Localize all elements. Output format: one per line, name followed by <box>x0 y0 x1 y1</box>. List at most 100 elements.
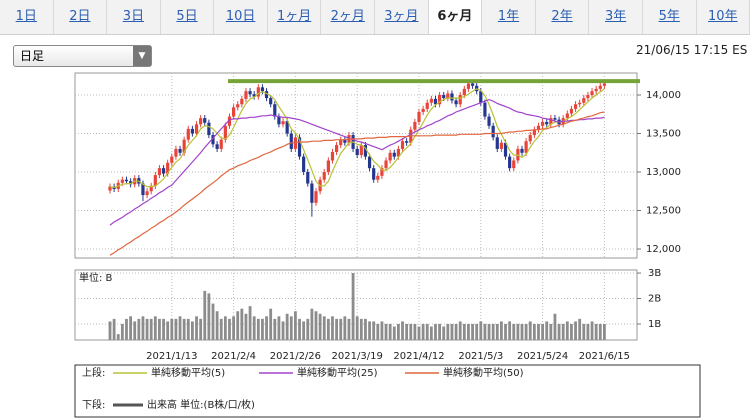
period-tab[interactable]: 2ヶ月 <box>321 0 376 34</box>
candle-body <box>508 156 512 169</box>
volume-bar <box>223 316 227 340</box>
candle-body <box>405 141 409 143</box>
volume-bar <box>467 323 470 340</box>
volume-bar <box>149 318 153 340</box>
candle-body <box>124 179 129 182</box>
volume-bar <box>364 318 367 340</box>
volume-bar <box>294 311 297 340</box>
volume-bar <box>314 311 318 340</box>
candle-body <box>454 100 458 105</box>
candle-body <box>182 139 186 153</box>
candle-body <box>149 185 153 192</box>
period-tab[interactable]: 5年 <box>643 0 697 34</box>
candle-body <box>400 141 405 149</box>
candle-body <box>466 83 471 89</box>
volume-bar <box>174 318 178 340</box>
volume-bar <box>372 321 376 340</box>
candle-body <box>211 135 215 145</box>
volume-bar <box>215 311 219 340</box>
volume-bar <box>298 318 301 340</box>
candle-body <box>178 148 182 153</box>
volume-bar <box>351 273 355 340</box>
volume-unit-label: 単位: B <box>79 271 113 284</box>
candle-body <box>153 175 157 186</box>
period-tab[interactable]: 2年 <box>536 0 590 34</box>
candle-body <box>442 95 446 99</box>
volume-bar <box>306 318 310 340</box>
candle-body <box>326 160 330 173</box>
period-tab[interactable]: 6ヶ月 <box>428 0 483 34</box>
volume-bar <box>318 313 322 340</box>
candle-body <box>339 139 343 146</box>
volume-bar <box>500 321 503 340</box>
candle-body <box>367 156 372 169</box>
ma-line <box>109 98 605 226</box>
y-tick-label: 13,000 <box>646 167 681 178</box>
volume-bar <box>108 321 112 340</box>
volume-bar <box>397 323 400 340</box>
volume-bar <box>549 323 553 340</box>
candle-body <box>190 128 194 134</box>
volume-bar <box>228 318 231 340</box>
volume-bar <box>454 323 458 340</box>
timestamp: 21/06/15 17:15 ES <box>636 43 748 57</box>
volume-bar <box>392 326 396 340</box>
volume-bar <box>112 318 116 340</box>
volume-bar <box>425 323 429 340</box>
volume-bar <box>594 323 598 340</box>
candle-body <box>376 175 380 180</box>
candle-body <box>215 144 219 149</box>
legend-label: 単純移動平均(50) <box>443 366 524 379</box>
candle-body <box>108 186 112 191</box>
period-tab[interactable]: 2日 <box>54 0 108 34</box>
volume-bar <box>376 323 380 340</box>
volume-bar <box>141 316 145 340</box>
candle-body <box>355 148 359 156</box>
candle-body <box>413 121 417 130</box>
candle-body <box>380 168 384 176</box>
candle-body <box>372 168 376 180</box>
candle-body <box>244 91 248 99</box>
period-tab[interactable]: 1日 <box>0 0 54 34</box>
volume-bar <box>421 323 425 340</box>
candle-body <box>264 91 269 99</box>
volume-bar <box>537 323 540 340</box>
y-tick-label: 2B <box>648 294 661 305</box>
candle-body <box>260 87 265 92</box>
x-tick-label: 2021/2/26 <box>270 351 321 362</box>
volume-bar <box>265 316 268 340</box>
candle-body <box>166 162 170 174</box>
candle-body <box>281 121 285 125</box>
volume-bar <box>199 318 203 340</box>
period-tab[interactable]: 10日 <box>214 0 268 34</box>
period-tab[interactable]: 1年 <box>482 0 536 34</box>
volume-bar <box>261 318 264 340</box>
y-tick-label: 12,500 <box>646 205 681 216</box>
period-tab[interactable]: 3年 <box>589 0 643 34</box>
period-tab[interactable]: 3日 <box>107 0 161 34</box>
volume-bar <box>129 316 132 340</box>
volume-bar <box>434 323 437 340</box>
volume-bar <box>491 323 495 340</box>
candle-body <box>598 85 602 89</box>
volume-bar <box>388 323 392 340</box>
period-tab[interactable]: 3ヶ月 <box>375 0 429 34</box>
volume-bar <box>343 316 347 340</box>
candle-body <box>363 145 368 157</box>
y-tick-label: 13,500 <box>646 129 681 140</box>
candle-body <box>256 87 260 97</box>
volume-bar <box>116 334 120 340</box>
candle-body <box>252 94 256 97</box>
candle-body <box>536 125 541 130</box>
candle-body <box>569 108 574 114</box>
interval-dropdown[interactable]: 日足 ▼ <box>13 45 152 67</box>
candle-body <box>223 125 227 140</box>
period-tab[interactable]: 1ヶ月 <box>268 0 322 34</box>
candle-body <box>314 191 318 203</box>
x-tick-label: 2021/3/19 <box>332 351 383 362</box>
volume-bar <box>281 321 285 340</box>
volume-bar <box>417 326 421 340</box>
period-tab[interactable]: 5日 <box>161 0 215 34</box>
dropdown-arrow[interactable]: ▼ <box>133 46 151 66</box>
candle-body <box>145 191 149 196</box>
